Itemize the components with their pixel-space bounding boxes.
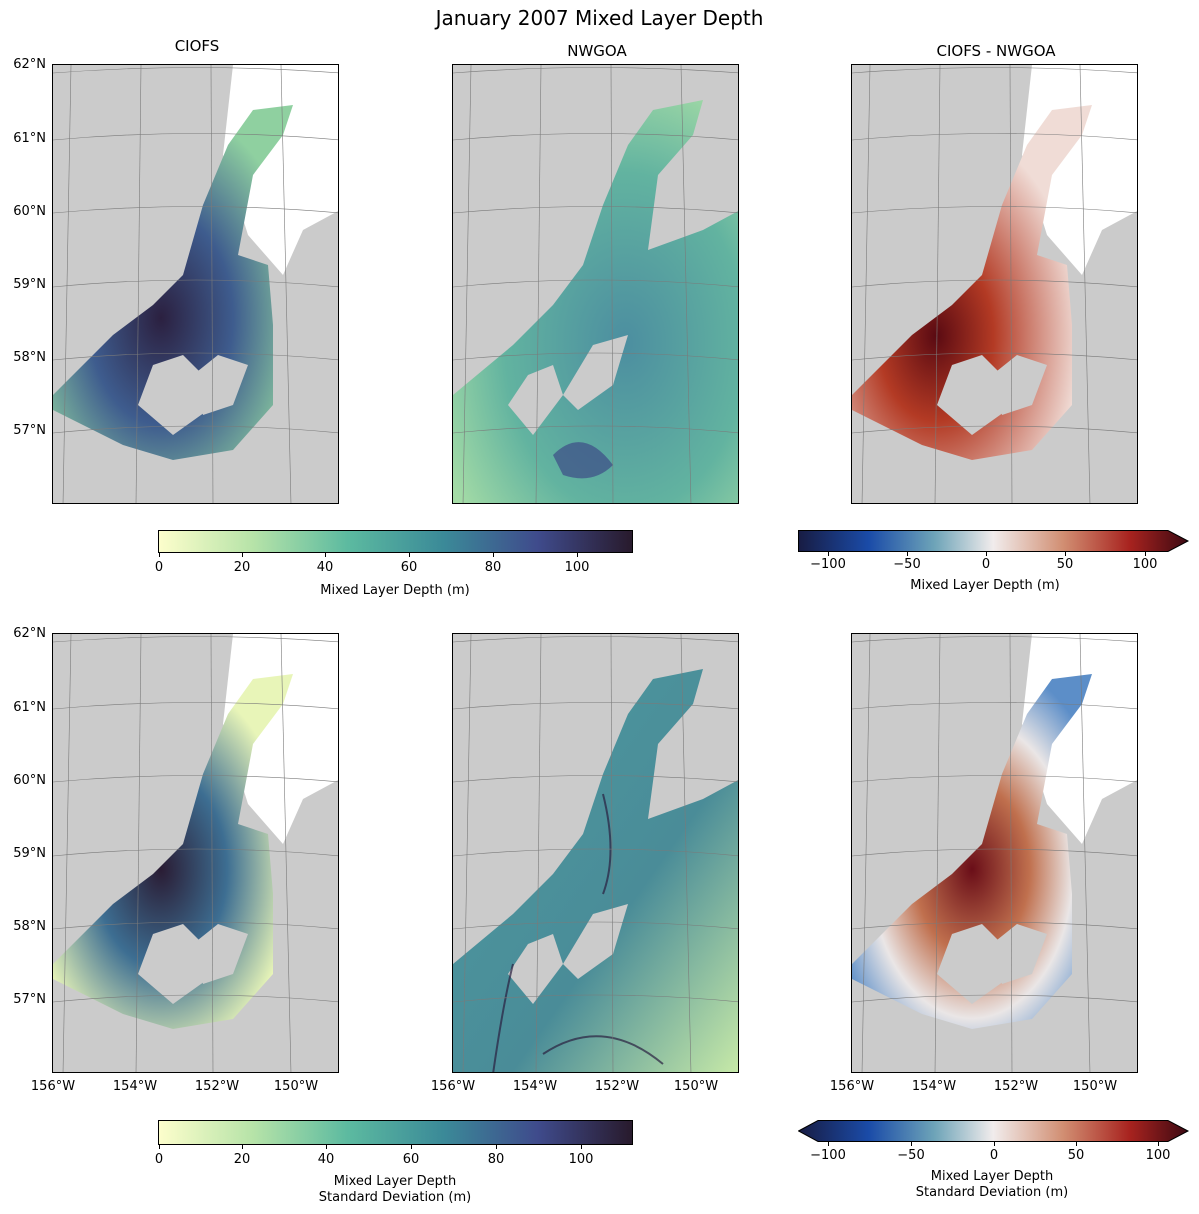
- cbar-std-tick-60: 60: [402, 1152, 420, 1167]
- colorbar-mean-diff-label: Mixed Layer Depth (m): [910, 578, 1060, 593]
- cbar-mdiff-tick-100: 100: [1132, 557, 1158, 572]
- cbar-mean-tick-100: 100: [564, 560, 590, 575]
- cbar-sdiff-tick-0: 0: [989, 1148, 999, 1163]
- cbar-std-tick-0: 0: [154, 1152, 164, 1167]
- lon-label-150: 150°W: [673, 1079, 719, 1094]
- lon-label-156: 156°W: [829, 1079, 875, 1094]
- lon-label-154: 154°W: [512, 1079, 558, 1094]
- lat-label-57: 57°N: [13, 423, 46, 438]
- lat-label-60: 60°N: [13, 204, 46, 219]
- colorbar-std-diff-label-line2: Standard Deviation (m): [915, 1185, 1069, 1200]
- cbar-mdiff-tick-m100: −100: [810, 557, 846, 572]
- map-ciofs-std: [52, 633, 339, 1073]
- colorbar-mean-diff: [798, 530, 1190, 552]
- lat-label-62: 62°N: [13, 626, 46, 641]
- cbar-mean-tick-80: 80: [484, 560, 502, 575]
- lon-label-150: 150°W: [1072, 1079, 1118, 1094]
- lon-label-154: 154°W: [911, 1079, 957, 1094]
- lat-label-60: 60°N: [13, 773, 46, 788]
- colorbar-std-label-line1: Mixed Layer Depth: [333, 1174, 457, 1189]
- cbar-sdiff-tick-50: 50: [1067, 1148, 1085, 1163]
- map-diff-mean: [851, 64, 1138, 504]
- map-ciofs-mean: [52, 64, 339, 504]
- cbar-mean-tick-20: 20: [233, 560, 251, 575]
- colorbar-std-diff-label: Mixed Layer Depth Standard Deviation (m): [792, 1169, 1192, 1201]
- lat-label-58: 58°N: [13, 350, 46, 365]
- lat-label-61: 61°N: [13, 131, 46, 146]
- cbar-mdiff-tick-0: 0: [981, 557, 991, 572]
- map-nwgoa-std: [452, 633, 739, 1073]
- colorbar-std: [158, 1120, 633, 1145]
- cbar-sdiff-tick-100: 100: [1145, 1148, 1171, 1163]
- lat-label-57: 57°N: [13, 992, 46, 1007]
- lat-label-58: 58°N: [13, 919, 46, 934]
- cbar-mean-tick-0: 0: [154, 560, 164, 575]
- colorbar-mean-label: Mixed Layer Depth (m): [320, 583, 470, 598]
- figure-title: January 2007 Mixed Layer Depth: [435, 6, 764, 30]
- lon-label-156: 156°W: [30, 1079, 76, 1094]
- cbar-std-tick-40: 40: [317, 1152, 335, 1167]
- cbar-mdiff-tick-50: 50: [1056, 557, 1074, 572]
- cbar-mean-tick-40: 40: [316, 560, 334, 575]
- lat-label-59: 59°N: [13, 277, 46, 292]
- cbar-sdiff-tick-m50: −50: [897, 1148, 925, 1163]
- cbar-sdiff-tick-m100: −100: [810, 1148, 846, 1163]
- lat-label-61: 61°N: [13, 700, 46, 715]
- panel-title-ciofs: CIOFS: [174, 37, 220, 55]
- cbar-std-tick-80: 80: [487, 1152, 505, 1167]
- lon-label-156: 156°W: [430, 1079, 476, 1094]
- colorbar-mean: [158, 530, 633, 553]
- lon-label-152: 152°W: [194, 1079, 240, 1094]
- cbar-mean-tick-60: 60: [400, 560, 418, 575]
- colorbar-std-label-line2: Standard Deviation (m): [318, 1190, 472, 1205]
- cbar-std-tick-100: 100: [568, 1152, 594, 1167]
- panel-title-nwgoa: NWGOA: [567, 42, 627, 60]
- map-nwgoa-mean: [452, 64, 739, 504]
- lon-label-154: 154°W: [112, 1079, 158, 1094]
- colorbar-std-diff-label-line1: Mixed Layer Depth: [930, 1169, 1054, 1184]
- lat-label-62: 62°N: [13, 57, 46, 72]
- lon-label-152: 152°W: [594, 1079, 640, 1094]
- map-diff-std: [851, 633, 1138, 1073]
- colorbar-std-diff: [798, 1120, 1190, 1142]
- colorbar-std-label: Mixed Layer Depth Standard Deviation (m): [195, 1174, 595, 1206]
- cbar-mdiff-tick-m50: −50: [893, 557, 921, 572]
- cbar-std-tick-20: 20: [233, 1152, 251, 1167]
- lon-label-150: 150°W: [273, 1079, 319, 1094]
- lon-label-152: 152°W: [993, 1079, 1039, 1094]
- panel-title-diff: CIOFS - NWGOA: [936, 42, 1056, 60]
- lat-label-59: 59°N: [13, 846, 46, 861]
